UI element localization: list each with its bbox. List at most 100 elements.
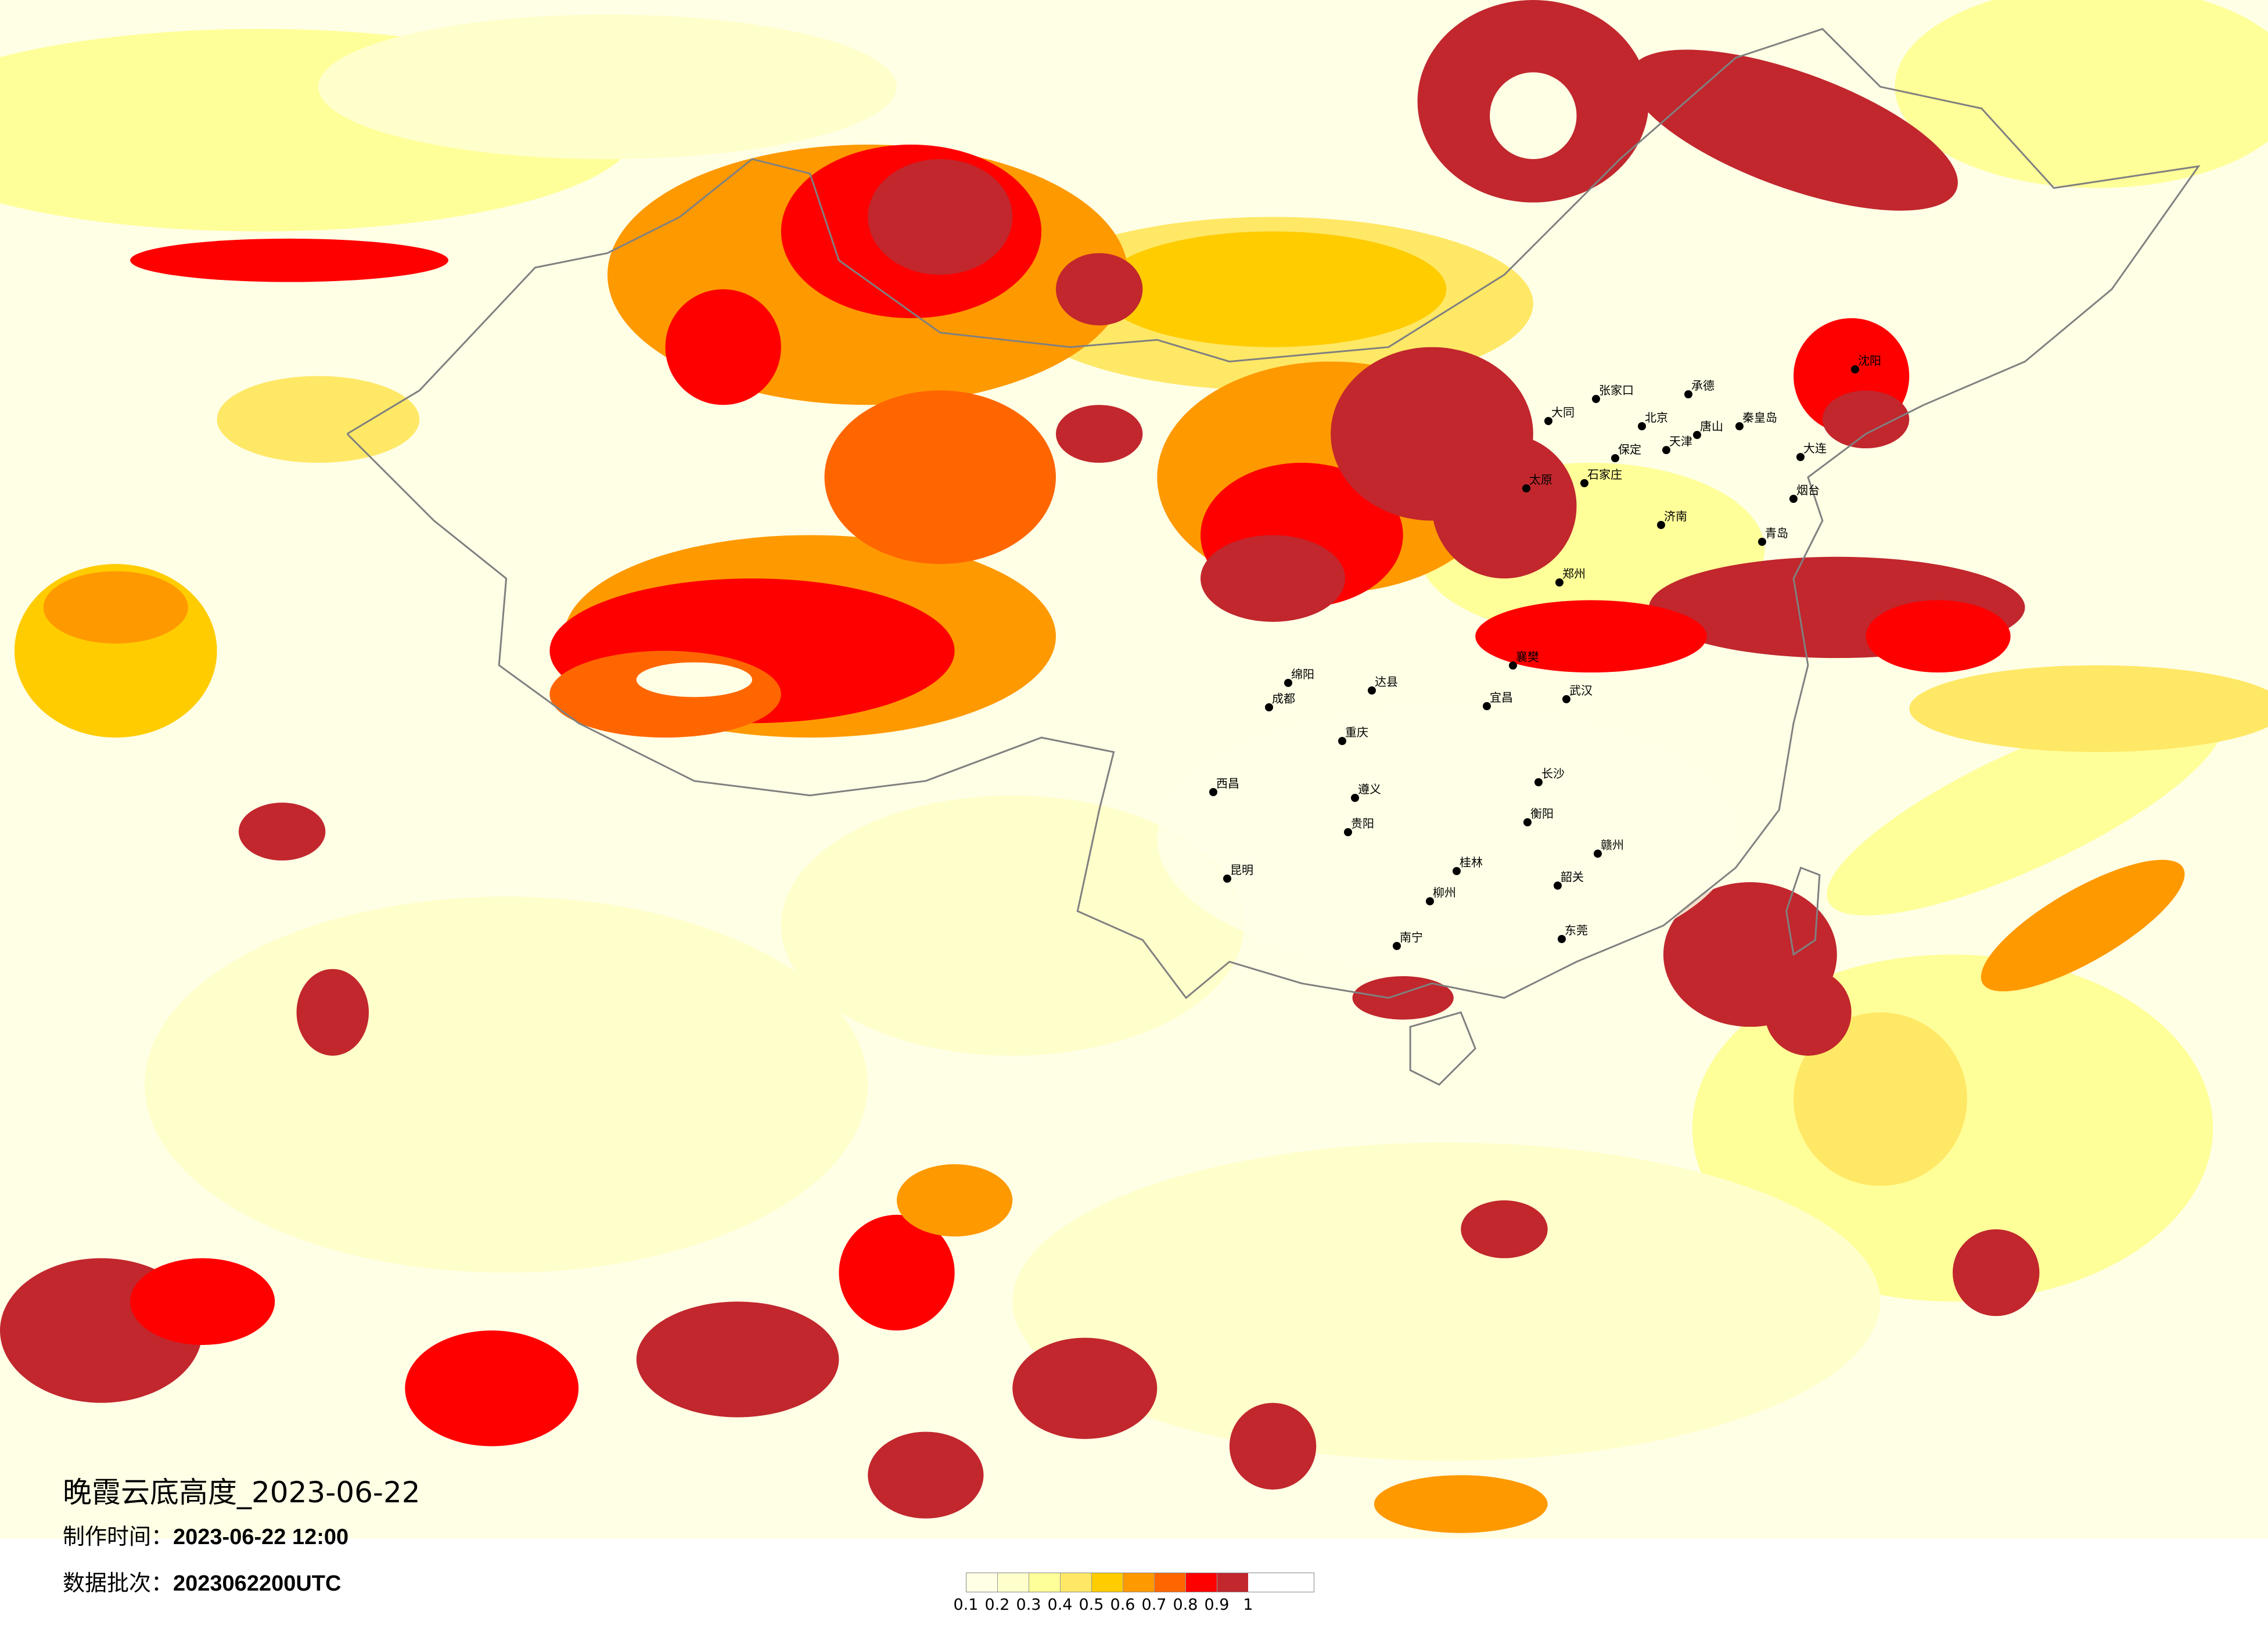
legend-label: 0.3 xyxy=(1016,1596,1041,1614)
city-dot xyxy=(1544,417,1552,425)
legend-swatch xyxy=(1029,1573,1061,1592)
city-label: 东莞 xyxy=(1565,923,1588,937)
city-label: 济南 xyxy=(1664,509,1687,523)
legend-label: 0.5 xyxy=(1079,1596,1104,1614)
city-label: 烟台 xyxy=(1796,483,1820,497)
legend-label: 0.1 xyxy=(953,1596,979,1614)
color-legend: 0.1 0.2 0.3 0.4 0.5 0.6 0.7 0.8 0.9 1 xyxy=(954,1573,1314,1616)
city-label: 太原 xyxy=(1529,473,1552,487)
legend-swatch xyxy=(1155,1573,1186,1592)
city-label: 沈阳 xyxy=(1858,354,1881,368)
legend-labels: 0.1 0.2 0.3 0.4 0.5 0.6 0.7 0.8 0.9 1 xyxy=(954,1592,1314,1616)
city-label: 大同 xyxy=(1551,405,1575,419)
taiwan-boundary xyxy=(1785,866,1821,956)
city-dot xyxy=(1368,686,1376,695)
city-label: 长沙 xyxy=(1541,767,1565,780)
city-label: 韶关 xyxy=(1561,870,1584,884)
city-label: 天津 xyxy=(1669,434,1692,448)
made-time-value: 2023-06-22 12:00 xyxy=(173,1525,349,1549)
city-dot xyxy=(1851,365,1859,373)
city-label: 北京 xyxy=(1645,411,1668,425)
city-dot xyxy=(1562,695,1570,703)
city-dot xyxy=(1534,778,1543,786)
city-dot xyxy=(1758,538,1766,546)
city-dot xyxy=(1558,935,1566,943)
city-dot xyxy=(1796,453,1805,461)
city-label: 桂林 xyxy=(1460,855,1483,869)
city-dot xyxy=(1351,794,1359,802)
city-label: 承德 xyxy=(1691,379,1715,393)
city-dot xyxy=(1523,818,1532,826)
city-dot xyxy=(1393,942,1401,950)
city-label: 达县 xyxy=(1375,675,1398,689)
legend-bar xyxy=(966,1573,1314,1592)
city-label: 衡阳 xyxy=(1530,807,1554,821)
city-label: 青岛 xyxy=(1765,526,1788,540)
city-dot xyxy=(1684,390,1692,398)
city-label: 襄樊 xyxy=(1516,650,1539,664)
city-dot xyxy=(1580,479,1588,487)
city-dot xyxy=(1509,661,1517,670)
city-dot xyxy=(1265,703,1273,711)
city-dot xyxy=(1735,422,1744,430)
city-dot xyxy=(1594,850,1602,858)
city-dot xyxy=(1284,679,1292,687)
legend-swatch xyxy=(1186,1573,1217,1592)
data-batch-label: 数据批次： xyxy=(63,1570,174,1596)
city-label: 秦皇岛 xyxy=(1742,411,1777,425)
city-label: 石家庄 xyxy=(1587,467,1622,481)
legend-label: 1 xyxy=(1243,1596,1253,1614)
city-label: 保定 xyxy=(1618,443,1641,456)
city-label: 柳州 xyxy=(1433,886,1456,900)
city-label: 绵阳 xyxy=(1291,667,1314,681)
city-dot xyxy=(1555,578,1563,587)
city-dot xyxy=(1662,446,1670,454)
city-dot xyxy=(1693,431,1701,439)
city-label: 唐山 xyxy=(1700,419,1723,433)
city-label: 遵义 xyxy=(1358,782,1381,796)
city-dot xyxy=(1522,484,1530,492)
city-dot xyxy=(1338,737,1346,745)
legend-swatch xyxy=(1123,1573,1155,1592)
city-dot xyxy=(1611,454,1619,462)
legend-swatch xyxy=(1092,1573,1123,1592)
heatmap-layer xyxy=(0,0,2268,1533)
made-time-label: 制作时间： xyxy=(63,1524,174,1549)
city-dot xyxy=(1223,875,1231,883)
data-batch-value: 2023062200UTC xyxy=(173,1571,342,1596)
legend-swatch xyxy=(966,1573,998,1592)
city-dot xyxy=(1657,521,1665,529)
city-label: 贵阳 xyxy=(1351,816,1374,830)
city-label: 成都 xyxy=(1272,692,1295,706)
city-dot xyxy=(1209,788,1217,796)
city-label: 赣州 xyxy=(1601,838,1624,852)
city-dot xyxy=(1344,828,1352,836)
city-dot xyxy=(1426,897,1434,905)
legend-label: 0.2 xyxy=(984,1596,1010,1614)
city-dot xyxy=(1554,882,1562,890)
city-dot xyxy=(1483,702,1491,710)
city-label: 张家口 xyxy=(1599,383,1634,397)
legend-label: 0.9 xyxy=(1204,1596,1230,1614)
city-label: 西昌 xyxy=(1216,776,1239,790)
data-batch: 数据批次：2023062200UTC xyxy=(63,1565,341,1597)
map-title: 晚霞云底高度_2023-06-22 xyxy=(63,1476,420,1509)
city-dot xyxy=(1453,867,1461,875)
legend-label: 0.7 xyxy=(1141,1596,1167,1614)
city-label: 武汉 xyxy=(1569,684,1593,697)
legend-swatch xyxy=(998,1573,1029,1592)
hainan-boundary xyxy=(1409,1011,1476,1086)
legend-label: 0.8 xyxy=(1173,1596,1198,1614)
country-boundary xyxy=(346,28,2201,999)
city-label: 南宁 xyxy=(1400,930,1423,944)
city-label: 昆明 xyxy=(1230,863,1253,877)
city-dot xyxy=(1789,495,1798,503)
city-label: 大连 xyxy=(1803,441,1827,455)
legend-swatch xyxy=(1217,1573,1248,1592)
legend-label: 0.4 xyxy=(1047,1596,1073,1614)
city-label: 宜昌 xyxy=(1490,690,1513,704)
city-label: 重庆 xyxy=(1345,725,1368,739)
legend-swatch xyxy=(1061,1573,1092,1592)
